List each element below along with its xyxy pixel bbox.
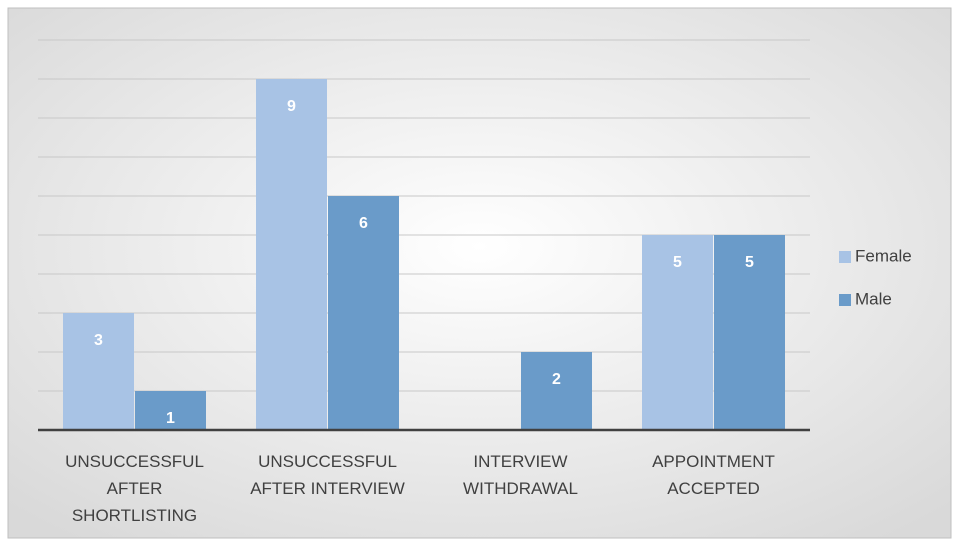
data-label: 9: [287, 98, 296, 115]
data-label: 1: [166, 410, 175, 427]
data-label: 2: [552, 371, 561, 388]
data-label: 6: [359, 215, 368, 232]
x-tick-label: INTERVIEW WITHDRAWAL: [463, 452, 578, 498]
data-label: 5: [673, 254, 682, 271]
bar: [642, 235, 713, 430]
legend-swatch: [839, 251, 851, 263]
bar: [328, 196, 399, 430]
bar: [714, 235, 785, 430]
bar: [63, 313, 134, 430]
bar: [256, 79, 327, 430]
legend-label: Female: [855, 246, 912, 265]
x-tick-label: UNSUCCESSFUL AFTER SHORTLISTING: [65, 452, 204, 525]
bar: [521, 352, 592, 430]
data-label: 5: [745, 254, 754, 271]
data-label: 3: [94, 332, 103, 349]
x-tick-label: UNSUCCESSFUL AFTER INTERVIEW: [250, 452, 405, 498]
chart-background: [7, 7, 952, 539]
legend-label: Male: [855, 289, 892, 308]
legend-swatch: [839, 294, 851, 306]
bar: [135, 391, 206, 430]
x-tick-label: APPOINTMENT ACCEPTED: [652, 452, 775, 498]
